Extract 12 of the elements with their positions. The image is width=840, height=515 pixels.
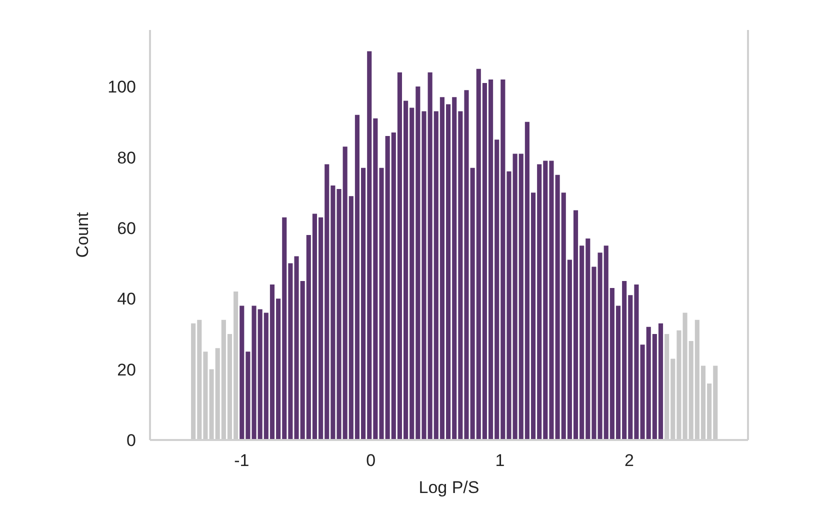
x-tick-label: -1: [234, 451, 250, 470]
x-axis-title: Log P/S: [418, 478, 480, 497]
x-tick-label: 1: [495, 451, 505, 470]
y-tick-label: 80: [117, 148, 136, 168]
x-tick-label: 0: [366, 451, 376, 470]
y-tick-label: 60: [117, 218, 136, 238]
y-tick-label: 100: [108, 78, 136, 97]
x-tick-label: 2: [624, 451, 634, 470]
y-tick-label: 0: [126, 431, 136, 450]
y-axis-title: Count: [73, 212, 92, 258]
y-tick-label: 40: [117, 290, 136, 309]
y-tick-label: 20: [117, 360, 136, 380]
